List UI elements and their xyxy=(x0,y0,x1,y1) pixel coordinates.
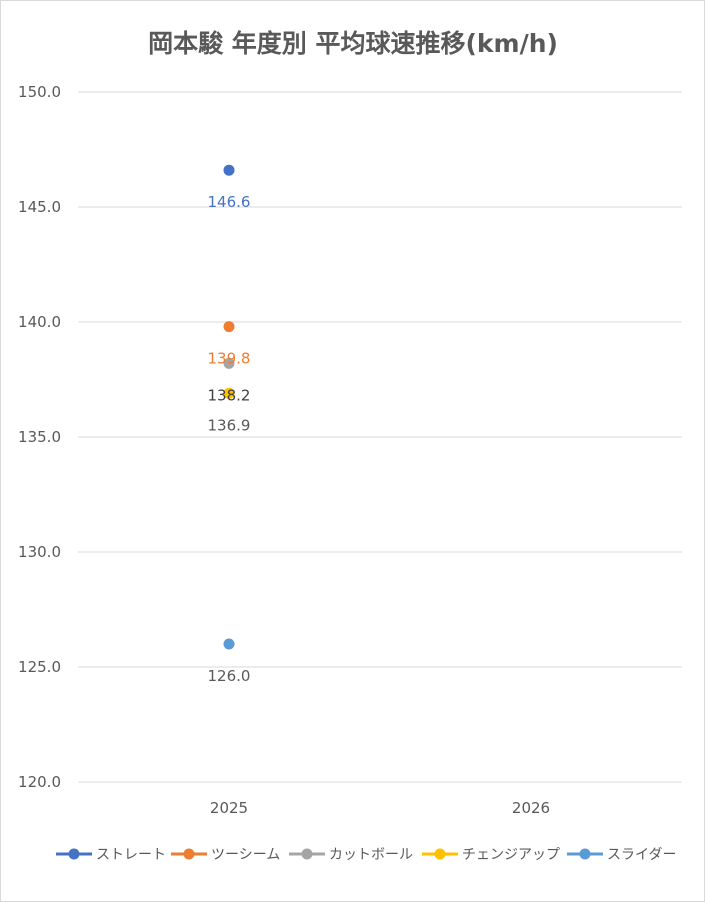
y-tick-label: 130.0 xyxy=(18,543,61,561)
legend: ストレート ツーシーム カットボール チェンジアップ スライダー xyxy=(56,847,676,863)
legend-marker xyxy=(183,848,195,860)
legend-label: スライダー xyxy=(607,847,676,863)
data-label: 146.6 xyxy=(208,193,251,211)
data-point xyxy=(223,357,235,369)
data-labels: 146.6 139.8 138.2 136.9 126.0 xyxy=(208,193,251,685)
x-tick-label: 2026 xyxy=(512,799,550,817)
data-point xyxy=(223,387,235,399)
y-tick-label: 135.0 xyxy=(18,428,61,446)
legend-label: カットボール xyxy=(329,847,413,863)
y-tick-label: 120.0 xyxy=(18,773,61,791)
data-label: 138.2 xyxy=(208,386,251,404)
x-tick-label: 2025 xyxy=(210,799,248,817)
y-tick-label: 140.0 xyxy=(18,313,61,331)
data-point xyxy=(223,164,235,176)
legend-label: チェンジアップ xyxy=(462,847,560,863)
y-tick-label: 145.0 xyxy=(18,198,61,216)
data-label: 136.9 xyxy=(208,416,251,434)
y-tick-label: 150.0 xyxy=(18,83,61,101)
legend-label: ストレート xyxy=(96,847,166,863)
data-point xyxy=(223,321,235,333)
legend-marker xyxy=(579,848,591,860)
legend-label: ツーシーム xyxy=(211,847,280,863)
data-points xyxy=(223,164,235,650)
x-axis-ticks: 2025 2026 xyxy=(210,799,550,817)
legend-marker xyxy=(434,848,446,860)
gridlines xyxy=(78,91,682,783)
data-label: 126.0 xyxy=(208,667,251,685)
data-point xyxy=(223,638,235,650)
legend-marker xyxy=(301,848,313,860)
legend-marker xyxy=(68,848,80,860)
y-tick-label: 125.0 xyxy=(18,658,61,676)
data-label: 139.8 xyxy=(208,350,251,368)
chart-title: 岡本駿 年度別 平均球速推移(km/h) xyxy=(148,29,558,58)
y-axis-ticks: 120.0 125.0 130.0 135.0 140.0 145.0 150.0 xyxy=(18,83,61,791)
